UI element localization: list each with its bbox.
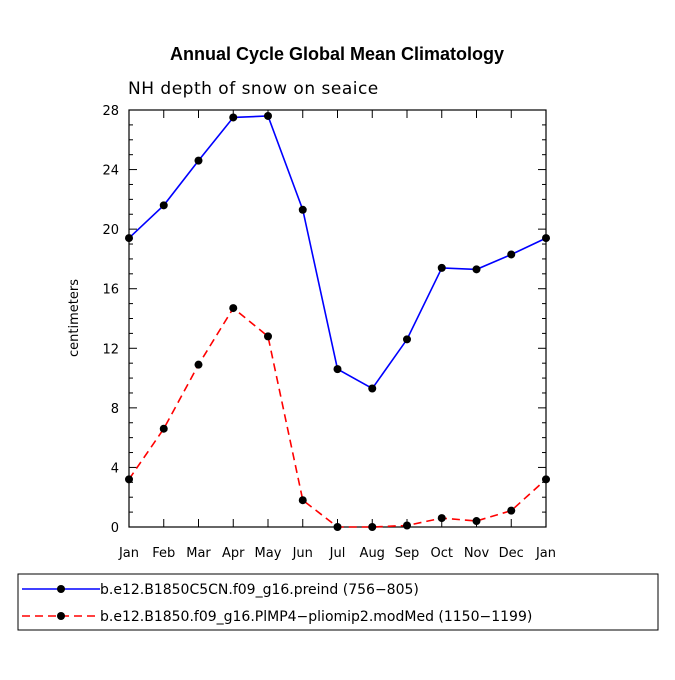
series-2-point [264,332,272,341]
series-2-point [542,475,550,484]
series-1-point [125,234,133,243]
series-2-point [507,506,516,515]
y-tick-label: 12 [102,342,119,357]
series-1-point [264,111,272,120]
x-tick-label: Sep [395,546,420,561]
x-tick-label: Apr [222,546,245,561]
series-2-point [229,304,238,313]
x-tick-label: Oct [431,546,453,561]
y-tick-label: 0 [111,521,119,536]
x-tick-label: Jan [118,546,139,561]
y-tick-label: 20 [102,223,119,238]
x-tick-label: Aug [360,546,385,561]
y-tick-label: 24 [102,164,119,179]
plot-frame [128,109,547,528]
series-2-point [368,523,377,531]
series-2-point [125,475,133,484]
series-2-point [472,517,481,526]
series-2-point [403,521,411,530]
series-2-point [194,360,203,369]
series-1-point [437,263,446,272]
series-1-point [298,205,307,214]
chart-subtitle: NH depth of snow on seaice [128,79,379,99]
legend-box [17,573,659,631]
series-line-1 [128,115,547,390]
y-axis-label: centimeters [67,279,82,357]
series-1-point [194,156,203,165]
legend-swatch-marker-2 [57,612,65,620]
series-2-point [437,514,446,523]
y-tick-label: 4 [111,461,119,476]
legend-swatch-marker-1 [57,585,65,593]
series-1-point [472,265,481,274]
chart-title: Annual Cycle Global Mean Climatology [170,44,504,64]
y-tick-label: 16 [102,283,119,298]
x-tick-label: Jun [292,546,313,561]
series-2-point [333,523,342,531]
x-tick-label: Feb [152,546,175,561]
x-tick-label: Jan [535,546,556,561]
series-2-point [298,496,307,505]
series-1-point [507,250,516,259]
series-line-2 [128,306,547,528]
x-tick-label: Jul [329,546,346,561]
series-1-point [333,365,342,374]
x-tick-label: Mar [186,546,211,561]
series-1-point [403,335,411,344]
x-tick-label: May [255,546,282,561]
plot-area: 0 4 8 12 16 20 24 28 Jan Feb Mar Apr May Jun Jul Aug Sep… [102,104,556,561]
series-1-point [159,201,168,210]
legend-label-1: b.e12.B1850C5CN.f09_g16.preind (756−805) [100,582,419,598]
series-1-point [368,384,377,393]
y-tick-label: 28 [102,104,119,119]
legend: b.e12.B1850C5CN.f09_g16.preind (756−805)… [17,573,659,631]
x-tick-label: Dec [499,546,524,561]
series-1-point [542,234,550,243]
y-tick-label: 8 [111,402,119,417]
series-1-point [229,113,238,122]
series-2-point [159,424,168,433]
x-tick-label: Nov [464,546,490,561]
legend-label-2: b.e12.B1850.f09_g16.PlMP4−pliomip2.modMe… [100,609,532,625]
